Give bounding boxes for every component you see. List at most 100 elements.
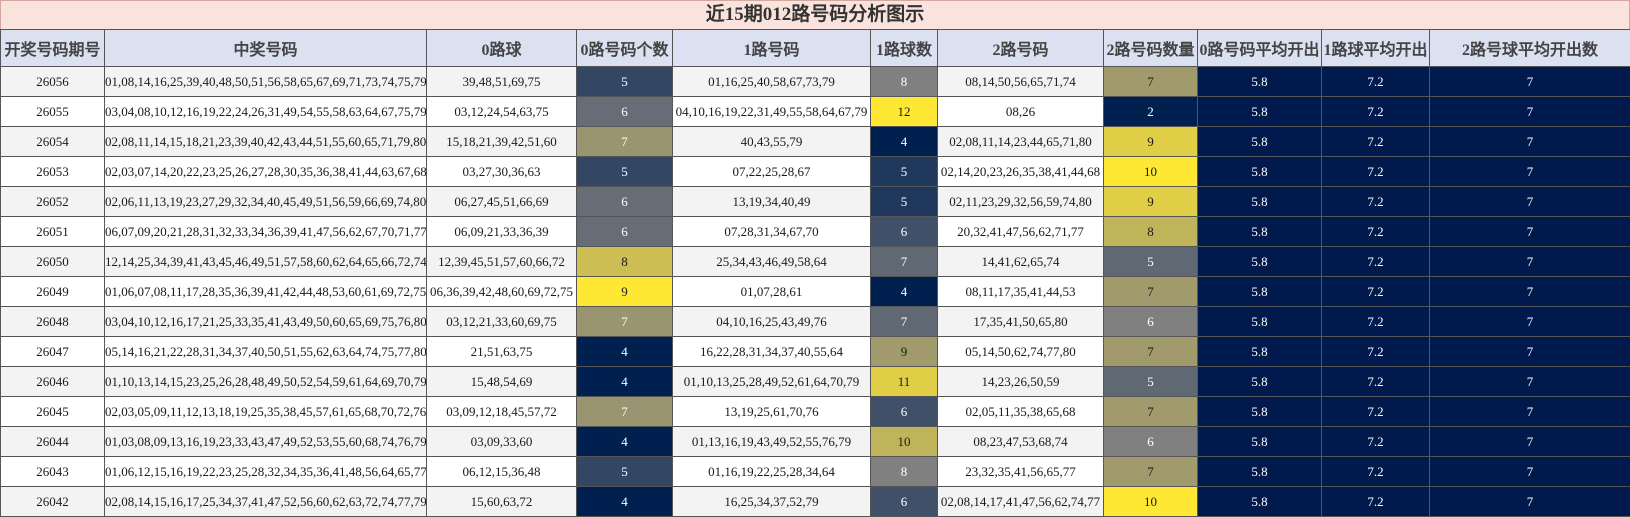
cell-winning-numbers: 06,07,09,20,21,28,31,32,33,34,36,39,41,4… — [104, 216, 427, 247]
header-route1-count: 1路球数 — [870, 29, 938, 67]
table-row: 26044 01,03,08,09,13,16,19,23,33,43,47,49… — [0, 426, 1630, 457]
cell-route0-average: 5.8 — [1197, 306, 1322, 337]
cell-route0-count: 7 — [576, 306, 673, 337]
cell-route2-numbers: 08,14,50,56,65,71,74 — [937, 66, 1104, 97]
cell-period: 26042 — [0, 486, 105, 517]
analysis-table: 开奖号码期号 中奖号码 0路球 0路号码个数 1路号码 1路球数 2路号码 2路… — [0, 29, 1630, 517]
cell-route2-count: 7 — [1103, 456, 1198, 487]
cell-route0-average: 5.8 — [1197, 336, 1322, 367]
cell-route2-average: 7 — [1429, 126, 1630, 157]
cell-route1-average: 7.2 — [1321, 126, 1430, 157]
cell-route0-average: 5.8 — [1197, 276, 1322, 307]
cell-route0-average: 5.8 — [1197, 186, 1322, 217]
cell-route2-count: 10 — [1103, 486, 1198, 517]
cell-winning-numbers: 01,06,12,15,16,19,22,23,25,28,32,34,35,3… — [104, 456, 427, 487]
cell-route1-average: 7.2 — [1321, 486, 1430, 517]
chart-title: 近15期012路号码分析图示 — [0, 0, 1630, 30]
cell-route2-average: 7 — [1429, 456, 1630, 487]
table-row: 26051 06,07,09,20,21,28,31,32,33,34,36,39… — [0, 216, 1630, 247]
cell-route1-numbers: 13,19,25,61,70,76 — [672, 396, 871, 427]
cell-route1-numbers: 04,10,16,25,43,49,76 — [672, 306, 871, 337]
cell-route1-count: 11 — [870, 366, 938, 397]
cell-route2-numbers: 02,11,23,29,32,56,59,74,80 — [937, 186, 1104, 217]
cell-route0-average: 5.8 — [1197, 66, 1322, 97]
cell-route0-average: 5.8 — [1197, 426, 1322, 457]
table-row: 26055 03,04,08,10,12,16,19,22,24,26,31,49… — [0, 96, 1630, 127]
table-row: 26056 01,08,14,16,25,39,40,48,50,51,56,58… — [0, 66, 1630, 97]
cell-route0-average: 5.8 — [1197, 126, 1322, 157]
cell-route1-count: 6 — [870, 216, 938, 247]
cell-route0-count: 5 — [576, 456, 673, 487]
cell-period: 26056 — [0, 66, 105, 97]
cell-winning-numbers: 01,06,07,08,11,17,28,35,36,39,41,42,44,4… — [104, 276, 427, 307]
cell-period: 26051 — [0, 216, 105, 247]
table-row: 26049 01,06,07,08,11,17,28,35,36,39,41,42… — [0, 276, 1630, 307]
cell-route1-numbers: 01,13,16,19,43,49,52,55,76,79 — [672, 426, 871, 457]
cell-route1-numbers: 07,22,25,28,67 — [672, 156, 871, 187]
cell-route1-numbers: 01,16,25,40,58,67,73,79 — [672, 66, 871, 97]
cell-winning-numbers: 01,10,13,14,15,23,25,26,28,48,49,50,52,5… — [104, 366, 427, 397]
cell-route1-average: 7.2 — [1321, 426, 1430, 457]
cell-route1-average: 7.2 — [1321, 216, 1430, 247]
cell-route1-numbers: 01,10,13,25,28,49,52,61,64,70,79 — [672, 366, 871, 397]
cell-period: 26044 — [0, 426, 105, 457]
cell-period: 26054 — [0, 126, 105, 157]
cell-route0-balls: 06,36,39,42,48,60,69,72,75 — [426, 276, 577, 307]
cell-route0-balls: 06,09,21,33,36,39 — [426, 216, 577, 247]
cell-route1-count: 10 — [870, 426, 938, 457]
cell-route0-count: 8 — [576, 246, 673, 277]
cell-route2-average: 7 — [1429, 276, 1630, 307]
cell-route2-average: 7 — [1429, 306, 1630, 337]
cell-route2-count: 2 — [1103, 96, 1198, 127]
cell-winning-numbers: 02,03,07,14,20,22,23,25,26,27,28,30,35,3… — [104, 156, 427, 187]
cell-period: 26043 — [0, 456, 105, 487]
cell-route0-balls: 15,18,21,39,42,51,60 — [426, 126, 577, 157]
cell-route1-numbers: 25,34,43,46,49,58,64 — [672, 246, 871, 277]
header-route1-average: 1路球平均开出 — [1321, 29, 1430, 67]
cell-route2-numbers: 08,23,47,53,68,74 — [937, 426, 1104, 457]
cell-route1-numbers: 16,25,34,37,52,79 — [672, 486, 871, 517]
cell-route0-count: 7 — [576, 126, 673, 157]
header-route0-average: 0路号码平均开出 — [1197, 29, 1322, 67]
table-row: 26048 03,04,10,12,16,17,21,25,33,35,41,43… — [0, 306, 1630, 337]
cell-route2-numbers: 02,05,11,35,38,65,68 — [937, 396, 1104, 427]
cell-route0-count: 4 — [576, 486, 673, 517]
cell-route0-count: 6 — [576, 96, 673, 127]
cell-winning-numbers: 01,08,14,16,25,39,40,48,50,51,56,58,65,6… — [104, 66, 427, 97]
cell-route1-numbers: 13,19,34,40,49 — [672, 186, 871, 217]
cell-route2-count: 5 — [1103, 366, 1198, 397]
cell-route1-count: 6 — [870, 396, 938, 427]
cell-route1-average: 7.2 — [1321, 96, 1430, 127]
cell-route2-count: 7 — [1103, 336, 1198, 367]
cell-route0-count: 6 — [576, 186, 673, 217]
cell-route0-average: 5.8 — [1197, 96, 1322, 127]
cell-route2-count: 10 — [1103, 156, 1198, 187]
cell-route2-numbers: 20,32,41,47,56,62,71,77 — [937, 216, 1104, 247]
cell-route0-balls: 03,09,12,18,45,57,72 — [426, 396, 577, 427]
cell-route1-numbers: 04,10,16,19,22,31,49,55,58,64,67,79 — [672, 96, 871, 127]
cell-winning-numbers: 02,03,05,09,11,12,13,18,19,25,35,38,45,5… — [104, 396, 427, 427]
table-row: 26050 12,14,25,34,39,41,43,45,46,49,51,57… — [0, 246, 1630, 277]
cell-route1-average: 7.2 — [1321, 456, 1430, 487]
cell-route2-numbers: 02,14,20,23,26,35,38,41,44,68 — [937, 156, 1104, 187]
cell-winning-numbers: 03,04,08,10,12,16,19,22,24,26,31,49,54,5… — [104, 96, 427, 127]
cell-route1-numbers: 16,22,28,31,34,37,40,55,64 — [672, 336, 871, 367]
cell-winning-numbers: 12,14,25,34,39,41,43,45,46,49,51,57,58,6… — [104, 246, 427, 277]
cell-route2-average: 7 — [1429, 66, 1630, 97]
cell-route2-numbers: 05,14,50,62,74,77,80 — [937, 336, 1104, 367]
header-route2-average: 2路号球平均开出数 — [1429, 29, 1630, 67]
cell-route1-average: 7.2 — [1321, 156, 1430, 187]
cell-route0-balls: 03,09,33,60 — [426, 426, 577, 457]
cell-route1-count: 8 — [870, 456, 938, 487]
cell-route2-average: 7 — [1429, 96, 1630, 127]
cell-route0-balls: 06,27,45,51,66,69 — [426, 186, 577, 217]
cell-route2-count: 6 — [1103, 426, 1198, 457]
cell-route2-average: 7 — [1429, 336, 1630, 367]
cell-route0-balls: 39,48,51,69,75 — [426, 66, 577, 97]
cell-route1-numbers: 01,16,19,22,25,28,34,64 — [672, 456, 871, 487]
cell-route0-count: 9 — [576, 276, 673, 307]
cell-route1-count: 6 — [870, 486, 938, 517]
cell-route1-average: 7.2 — [1321, 66, 1430, 97]
cell-route1-count: 4 — [870, 276, 938, 307]
